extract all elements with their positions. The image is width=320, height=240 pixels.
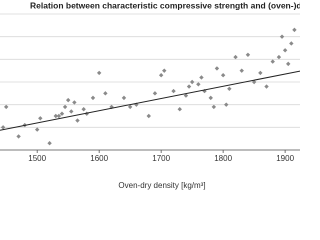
point xyxy=(90,95,96,101)
point xyxy=(286,61,291,67)
point xyxy=(69,109,74,114)
chart: Relation between characteristic compress… xyxy=(0,0,300,190)
point xyxy=(233,54,238,60)
point xyxy=(62,104,68,110)
x-tick-label: 1600 xyxy=(90,154,108,163)
point xyxy=(177,107,182,112)
chart-title: Relation between characteristic compress… xyxy=(30,0,300,10)
point xyxy=(72,100,77,105)
point xyxy=(152,91,158,96)
point xyxy=(196,82,201,87)
point xyxy=(227,86,232,91)
point xyxy=(208,95,213,101)
point xyxy=(103,91,108,96)
point xyxy=(158,73,164,78)
point xyxy=(75,118,80,123)
point xyxy=(211,104,217,110)
point xyxy=(38,116,43,121)
point xyxy=(59,111,65,116)
point xyxy=(47,141,52,146)
point xyxy=(224,102,229,107)
point xyxy=(279,34,285,39)
point xyxy=(183,93,189,98)
point xyxy=(127,104,133,110)
point xyxy=(189,79,195,85)
point xyxy=(3,104,9,110)
x-tick-label: 1500 xyxy=(28,154,46,163)
x-tick-label: 1700 xyxy=(152,154,170,163)
point xyxy=(146,113,151,119)
point xyxy=(270,59,275,64)
point xyxy=(289,41,294,46)
point xyxy=(276,54,282,60)
point xyxy=(16,134,21,139)
point xyxy=(214,66,220,71)
point xyxy=(251,79,257,85)
point xyxy=(162,68,167,73)
x-tick-label: 1800 xyxy=(214,154,232,163)
point xyxy=(56,113,62,119)
point xyxy=(81,107,86,112)
point xyxy=(186,84,192,89)
x-axis-title: Oven-dry density [kg/m³] xyxy=(118,181,205,190)
point xyxy=(0,125,6,130)
point xyxy=(34,127,40,132)
point xyxy=(245,52,251,57)
page: {"chart_data":{"type":"scatter","title":… xyxy=(0,0,300,191)
point xyxy=(53,113,58,119)
point xyxy=(258,70,263,76)
point xyxy=(199,75,204,80)
point xyxy=(292,27,297,33)
point xyxy=(220,73,226,78)
point xyxy=(239,68,244,73)
fit-line xyxy=(0,70,300,131)
x-tick-label: 1900 xyxy=(276,154,294,163)
point xyxy=(96,70,102,76)
point xyxy=(65,97,71,103)
point xyxy=(171,88,176,94)
point xyxy=(282,48,288,53)
point xyxy=(264,84,269,89)
point xyxy=(121,95,127,101)
